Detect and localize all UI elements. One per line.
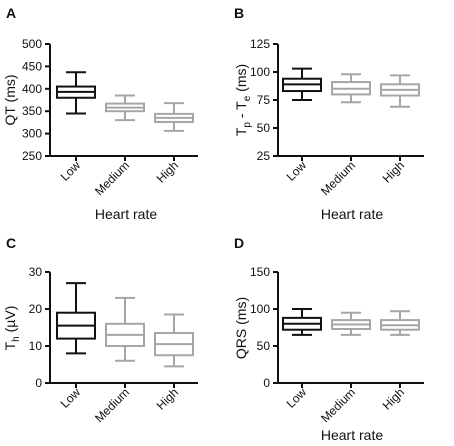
panel-b-x-axis-title: Heart rate xyxy=(321,206,383,222)
panel-a-x-tick-label: High xyxy=(154,158,181,185)
panel-d-y-tick-label: 150 xyxy=(250,265,270,279)
panel-a-x-axis-title: Heart rate xyxy=(95,206,157,222)
panel-d: D QRS (ms) Heart rate 0 50 100 150 Low Medium… xyxy=(233,235,424,443)
panel-d-y-tick-label: 0 xyxy=(263,376,270,390)
panel-c-box-low xyxy=(56,282,96,355)
panel-c-y-axis-title: Th (µV) xyxy=(2,306,22,351)
panel-c-y-sub-h: h xyxy=(11,336,22,342)
panel-c-x-tick-label: Medium xyxy=(92,385,132,425)
panel-b-y-tick-label: 125 xyxy=(250,37,270,51)
panel-b-y-axis-title: Tp - Te (ms) xyxy=(233,64,253,136)
panel-b-box-medium xyxy=(331,73,371,104)
panel-d-x-axis-title: Heart rate xyxy=(321,427,383,443)
panel-c-y-tick-label: 20 xyxy=(29,302,43,316)
panel-b-x-tick-label: High xyxy=(380,158,407,185)
panel-d-letter: D xyxy=(234,235,244,251)
panel-d-x-tick-label: Medium xyxy=(318,385,358,425)
panel-a-y-tick-label: 500 xyxy=(22,37,42,51)
panel-c-letter: C xyxy=(6,235,16,251)
panel-a-y-tick-label: 250 xyxy=(22,149,42,163)
panel-a-box-medium xyxy=(105,94,145,122)
panel-c-x-tick-label: High xyxy=(154,385,181,412)
panel-a-y-tick-label: 300 xyxy=(22,127,42,141)
panel-a-box-low xyxy=(56,71,96,115)
panel-b-box-high xyxy=(380,74,420,108)
panel-b-y-tick-label: 100 xyxy=(250,65,270,79)
panel-c-y-unit: (µV) xyxy=(2,306,18,337)
panel-b-y-sub-e: e xyxy=(242,95,253,101)
panel-a-y-tick-label: 350 xyxy=(22,104,42,118)
panel-b-x-tick-label: Low xyxy=(284,158,310,184)
panel-d-box-medium xyxy=(331,311,371,336)
panel-b-y-mid: - T xyxy=(233,101,249,122)
panel-c-x-tick-label: Low xyxy=(58,385,84,411)
panel-b-x-tick-label: Medium xyxy=(318,158,358,198)
panel-d-box-high xyxy=(380,310,420,336)
panel-a-box-high xyxy=(154,102,194,132)
panel-b-box-low xyxy=(282,67,322,101)
panel-b: B Tp - Te (ms) Heart rate 25 50 75 100 125 Lo… xyxy=(233,5,424,222)
panel-a-x-tick-label: Medium xyxy=(92,158,132,198)
panel-d-y-tick-label: 50 xyxy=(257,339,271,353)
panel-d-x-tick-label: High xyxy=(380,385,407,412)
panel-a-x-tick-label: Low xyxy=(58,158,84,184)
panel-a-y-axis-title: QT (ms) xyxy=(2,74,18,125)
panel-a-letter: A xyxy=(6,5,16,21)
panel-b-y-sub-p: p xyxy=(242,122,253,128)
panel-a: A QT (ms) Heart rate 250 300 350 400 450 500 L… xyxy=(2,5,198,222)
panel-a-y-tick-label: 400 xyxy=(22,82,42,96)
panel-d-box-low xyxy=(282,308,322,336)
panel-b-y-tick-label: 25 xyxy=(257,149,271,163)
panel-c-y-tick-label: 0 xyxy=(35,376,42,390)
panel-d-x-tick-label: Low xyxy=(284,385,310,411)
panel-b-y-unit: (ms) xyxy=(233,64,249,96)
panel-c-box-high xyxy=(154,313,194,368)
panel-b-y-tick-label: 75 xyxy=(257,93,271,107)
panel-d-y-axis-title: QRS (ms) xyxy=(233,297,249,359)
panel-c-y-tick-label: 30 xyxy=(29,265,43,279)
panel-b-letter: B xyxy=(234,5,244,21)
panel-a-y-tick-label: 450 xyxy=(22,59,42,73)
panel-c-box-medium xyxy=(105,296,145,362)
panel-d-y-tick-label: 100 xyxy=(250,302,270,316)
panel-c-y-tick-label: 10 xyxy=(29,339,43,353)
panel-c: C Th (µV) 0 10 20 30 Low Medium High xyxy=(2,235,198,425)
panel-b-y-tick-label: 50 xyxy=(257,121,271,135)
